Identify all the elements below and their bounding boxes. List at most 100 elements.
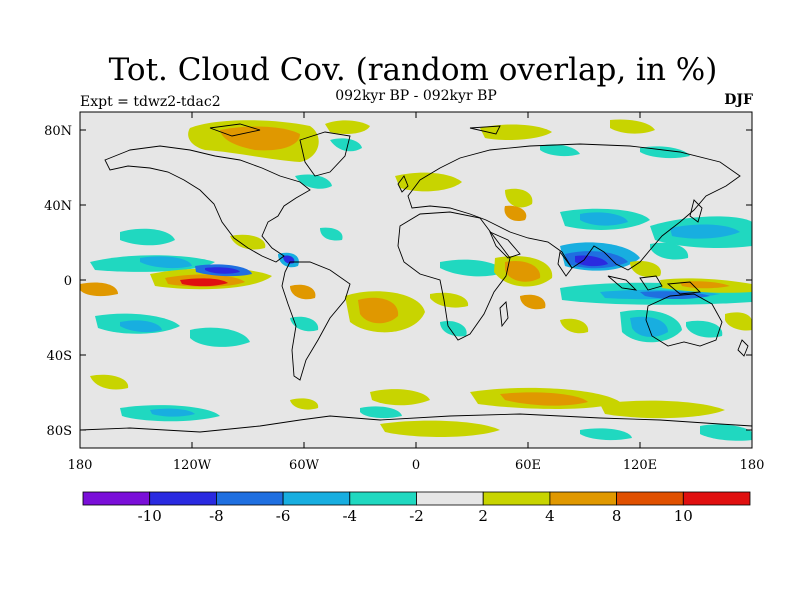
colorbar-label: -4 bbox=[342, 507, 357, 525]
coastline-arctic-islands bbox=[209, 123, 501, 137]
coastlines bbox=[80, 123, 752, 433]
anomaly-patch bbox=[520, 294, 546, 310]
coastline-south-america bbox=[281, 261, 351, 381]
anomaly-patch bbox=[220, 126, 300, 151]
anomaly-patch bbox=[505, 260, 541, 282]
colorbar-swatch bbox=[349, 491, 417, 506]
anomaly-patch bbox=[440, 259, 505, 277]
coastline-madagascar bbox=[499, 301, 509, 328]
anomaly-patch bbox=[650, 242, 689, 260]
colorbar-label: 2 bbox=[478, 507, 488, 525]
anomaly-patch bbox=[505, 188, 533, 208]
anomaly-patch bbox=[700, 424, 752, 441]
anomaly-patch bbox=[630, 260, 661, 278]
anomaly-patch bbox=[330, 138, 362, 152]
colorbar-swatch bbox=[82, 491, 151, 506]
anomaly-patch bbox=[480, 124, 552, 140]
coastline-india bbox=[557, 250, 573, 277]
anomaly-patch bbox=[290, 398, 319, 410]
anomaly-patch bbox=[540, 144, 580, 157]
colorbar-swatch bbox=[682, 491, 751, 506]
anomaly-patch bbox=[295, 174, 332, 189]
anomaly-patch bbox=[180, 278, 228, 287]
y-tick-label: 0 bbox=[64, 274, 72, 289]
anomaly-patch bbox=[686, 320, 723, 338]
y-tick-label: 40S bbox=[47, 349, 72, 364]
y-tick-label: 40N bbox=[44, 199, 72, 214]
colorbar: -10 -8 -6 -4 -2 2 4 8 10 bbox=[82, 491, 751, 525]
anomaly-patch bbox=[500, 392, 588, 406]
anomaly-patch bbox=[640, 146, 690, 159]
colorbar-swatch bbox=[149, 491, 217, 506]
y-axis: 80N 40N 0 40S 80S bbox=[44, 124, 752, 439]
x-axis: 180 120W 60W 0 60E 120E 180 bbox=[68, 112, 765, 473]
y-tick-label: 80N bbox=[44, 124, 72, 139]
coastline-africa bbox=[397, 211, 511, 341]
x-tick-label: 60E bbox=[515, 458, 541, 473]
anomaly-patch bbox=[430, 292, 469, 308]
x-tick-label: 60W bbox=[289, 458, 320, 473]
anomaly-patch bbox=[610, 119, 655, 134]
colorbar-label: -8 bbox=[209, 507, 224, 525]
anomaly-patch bbox=[380, 420, 500, 437]
anomaly-patch bbox=[120, 320, 162, 333]
anomaly-patch bbox=[205, 267, 240, 274]
anomaly-patch bbox=[320, 227, 343, 241]
experiment-label: Expt = tdwz2-tdac2 bbox=[80, 94, 221, 110]
colorbar-swatch bbox=[616, 491, 684, 506]
anomaly-patch bbox=[440, 320, 467, 337]
coastline-british-isles bbox=[397, 175, 409, 193]
anomaly-patch bbox=[325, 120, 370, 134]
anomaly-patch bbox=[395, 172, 462, 192]
colorbar-label: -2 bbox=[409, 507, 424, 525]
coastline-greenland bbox=[299, 131, 351, 177]
x-tick-label: 180 bbox=[740, 458, 765, 473]
anomaly-patch bbox=[600, 400, 725, 419]
anomaly-patch bbox=[150, 408, 195, 417]
anomaly-patch bbox=[370, 389, 430, 406]
coastline-japan bbox=[689, 199, 703, 223]
map-subtitle: 092kyr BP - 092kyr BP bbox=[335, 88, 497, 104]
anomaly-patch bbox=[290, 284, 316, 300]
anomaly-patch bbox=[90, 374, 129, 390]
anomaly-patch bbox=[725, 312, 752, 331]
colorbar-label: 10 bbox=[674, 507, 693, 525]
anomaly-patch bbox=[140, 256, 192, 269]
anomaly-patch bbox=[80, 282, 118, 297]
anomaly-patch bbox=[360, 406, 402, 419]
y-tick-label: 80S bbox=[47, 424, 72, 439]
anomaly-patch bbox=[504, 205, 527, 222]
anomaly-patch bbox=[230, 234, 266, 250]
coastline-north-america bbox=[104, 145, 311, 263]
coastline-eurasia bbox=[407, 143, 741, 271]
coastline-indonesia bbox=[607, 275, 701, 295]
colorbar-swatch bbox=[416, 491, 484, 506]
coastline-new-zealand bbox=[737, 339, 749, 357]
anomaly-patch bbox=[580, 212, 628, 226]
anomaly-patch bbox=[580, 428, 632, 441]
colorbar-label: 4 bbox=[545, 507, 555, 525]
map-title: Tot. Cloud Cov. (random overlap, in %) bbox=[108, 52, 718, 88]
x-tick-label: 0 bbox=[412, 458, 420, 473]
anomaly-patch bbox=[575, 255, 608, 267]
colorbar-label: -6 bbox=[276, 507, 291, 525]
anomaly-shading bbox=[80, 119, 752, 441]
coastline-arabia bbox=[489, 231, 521, 259]
anomaly-patch bbox=[120, 228, 175, 246]
anomaly-patch bbox=[358, 297, 399, 324]
x-tick-label: 180 bbox=[68, 458, 93, 473]
season-label: DJF bbox=[724, 92, 753, 108]
colorbar-label: -10 bbox=[138, 507, 162, 525]
coastline-australia bbox=[645, 293, 723, 347]
colorbar-label: 8 bbox=[612, 507, 622, 525]
anomaly-patch bbox=[680, 281, 730, 289]
anomaly-patch bbox=[560, 318, 589, 334]
colorbar-swatch bbox=[482, 491, 551, 506]
colorbar-swatch bbox=[215, 491, 284, 506]
anomaly-patch bbox=[290, 316, 319, 332]
x-tick-label: 120E bbox=[623, 458, 657, 473]
colorbar-swatch bbox=[549, 491, 618, 506]
anomaly-patch bbox=[190, 327, 250, 347]
x-tick-label: 120W bbox=[173, 458, 212, 473]
